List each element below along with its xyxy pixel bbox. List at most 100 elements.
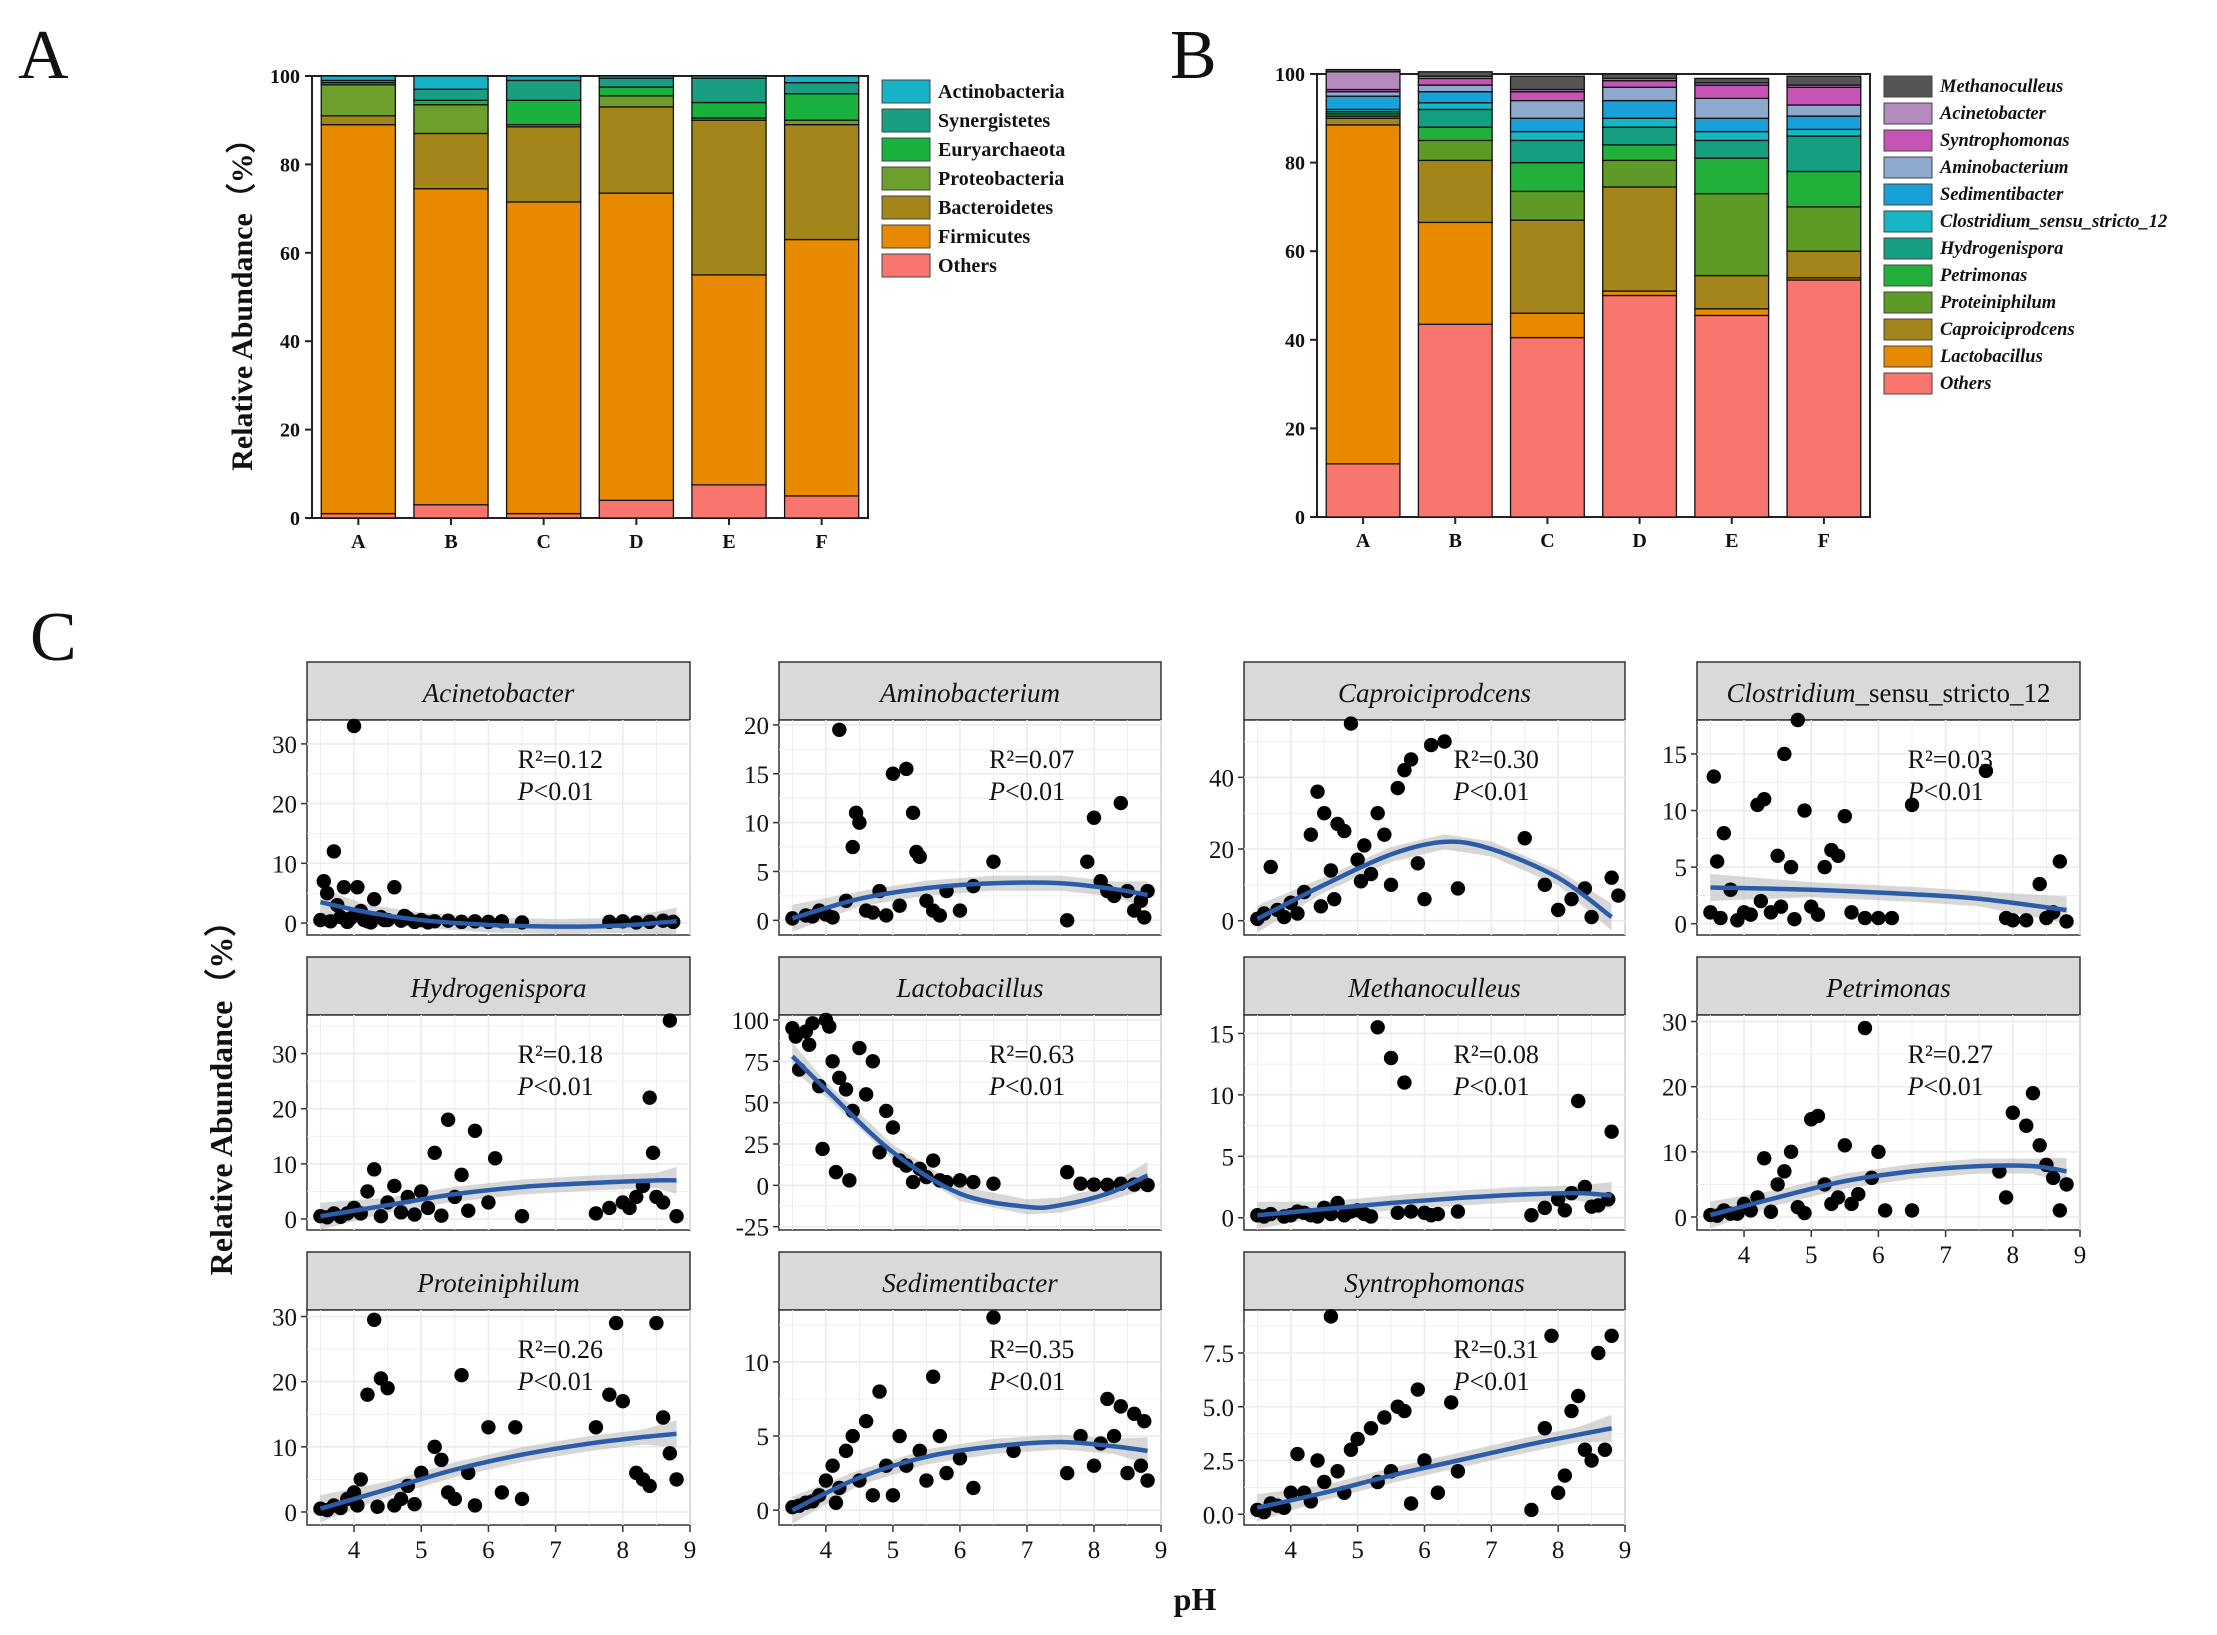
data-point	[447, 1491, 463, 1507]
bar-segment	[1786, 86, 1862, 106]
data-point	[885, 766, 901, 781]
y-tick-label: 5	[1675, 855, 1688, 882]
bar-segment	[505, 126, 582, 203]
data-point	[1837, 808, 1853, 824]
data-point	[360, 1387, 375, 1402]
p-value-label: P<0.01	[1453, 1072, 1530, 1101]
data-point	[1713, 910, 1728, 926]
data-point	[1830, 848, 1846, 863]
data-point	[1998, 1190, 2014, 1205]
bar-segment	[1417, 108, 1493, 128]
bar-segment	[1509, 312, 1585, 339]
facet-hydrogenispora: Hydrogenispora 0 10 20 30 R²=0.18 P<0.01	[272, 956, 691, 1234]
data-point	[818, 1473, 834, 1488]
data-point	[1871, 1144, 1886, 1160]
legend-swatch	[1883, 210, 1933, 233]
data-point	[427, 1439, 442, 1455]
y-tick-label: 10	[744, 1350, 769, 1377]
data-point	[845, 1428, 860, 1444]
data-point	[588, 1206, 604, 1221]
bar-segment	[413, 75, 489, 90]
bar-segment	[320, 75, 397, 82]
data-point	[1557, 1203, 1573, 1218]
data-point	[1756, 792, 1772, 807]
bar-segment	[1602, 117, 1678, 128]
data-point	[1059, 1465, 1075, 1481]
data-point	[1810, 907, 1826, 922]
data-point	[966, 1480, 981, 1496]
fit-line	[319, 899, 677, 929]
data-point	[1403, 1204, 1419, 1219]
data-point	[822, 1019, 837, 1034]
data-point	[1550, 1485, 1566, 1500]
data-point	[1363, 866, 1379, 882]
y-tick-label: 20	[744, 713, 769, 740]
bar-segment	[1694, 314, 1770, 518]
legend-swatch	[881, 137, 931, 162]
data-point	[838, 1443, 854, 1459]
bar-segment	[413, 99, 489, 106]
r-squared-label: R²=0.08	[1454, 1040, 1539, 1069]
data-point	[645, 1145, 661, 1161]
data-point	[350, 1498, 365, 1513]
legend-swatch	[881, 224, 931, 249]
panel-label-b: B	[1170, 17, 1217, 94]
y-tick-label: 15	[744, 762, 769, 789]
data-point	[912, 1443, 927, 1459]
data-point	[336, 880, 352, 895]
data-point	[865, 905, 881, 920]
data-point	[1350, 1431, 1365, 1447]
facet-title: Proteiniphilum	[416, 1268, 580, 1298]
data-point	[1073, 1428, 1088, 1444]
data-point	[832, 1070, 847, 1086]
y-tick-label: 60	[280, 243, 300, 265]
data-point	[828, 1164, 844, 1180]
r-squared-label: R²=0.26	[518, 1335, 603, 1364]
data-point	[885, 1488, 901, 1503]
data-point	[1537, 1200, 1552, 1216]
p-value-label: P<0.01	[1453, 1367, 1530, 1396]
data-point	[1871, 910, 1886, 926]
bar-segment	[783, 81, 860, 95]
legend-label: Methanoculleus	[1939, 77, 2063, 97]
legend-label: Aminobacterium	[1939, 158, 2069, 178]
data-point	[642, 1478, 657, 1494]
data-point	[912, 849, 927, 865]
data-point	[1877, 1203, 1893, 1218]
data-point	[1904, 1203, 1920, 1218]
bar-segment	[1417, 91, 1493, 104]
y-tick-label: 7.5	[1203, 1341, 1234, 1368]
data-point	[1611, 888, 1626, 903]
data-point	[986, 1176, 1001, 1191]
data-point	[655, 1410, 671, 1425]
facet-strip	[306, 956, 691, 1016]
data-point	[1716, 825, 1732, 841]
data-point	[1403, 1496, 1419, 1511]
data-point	[467, 1498, 483, 1513]
data-point	[1397, 1403, 1412, 1419]
data-point	[1310, 784, 1325, 799]
bar-segment	[1602, 144, 1678, 162]
bar-segment	[598, 77, 675, 88]
legend-swatch	[1883, 291, 1933, 314]
data-point	[845, 839, 860, 855]
x-tick-label: 6	[954, 1537, 967, 1564]
data-point	[326, 844, 342, 859]
data-point	[1113, 795, 1128, 811]
data-point	[1756, 1151, 1772, 1166]
bar-segment	[1694, 139, 1770, 159]
data-point	[1790, 712, 1805, 728]
x-tick-label: E	[1725, 530, 1738, 552]
data-point	[1604, 870, 1619, 885]
data-point	[662, 1013, 678, 1028]
p-value-label: P<0.01	[517, 1367, 594, 1396]
data-point	[892, 898, 907, 913]
r-squared-label: R²=0.63	[989, 1040, 1074, 1069]
y-tick-label: 20	[1285, 418, 1305, 440]
data-point	[1290, 1446, 1305, 1462]
bar-segment	[1325, 95, 1401, 111]
legend-swatch	[1883, 237, 1933, 260]
y-tick-label: 40	[1285, 330, 1305, 352]
data-point	[825, 1458, 840, 1473]
data-point	[1423, 737, 1439, 753]
